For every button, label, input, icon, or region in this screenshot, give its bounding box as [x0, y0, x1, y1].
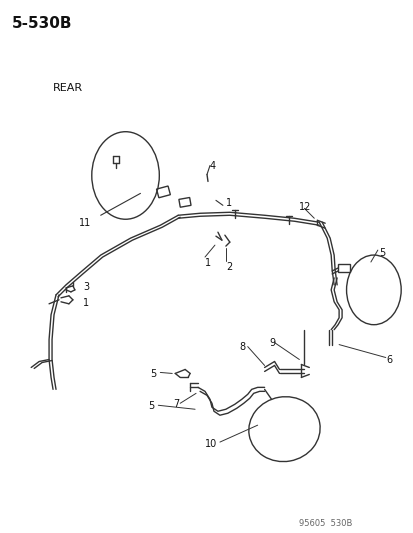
Bar — [337, 263, 349, 272]
Text: 2: 2 — [225, 262, 232, 272]
Text: REAR: REAR — [53, 83, 83, 93]
Text: 11: 11 — [78, 218, 91, 228]
Text: 9: 9 — [269, 337, 275, 348]
Text: 6: 6 — [386, 354, 392, 365]
Text: 12: 12 — [299, 203, 311, 212]
Text: 1: 1 — [83, 298, 89, 308]
Text: 1: 1 — [225, 198, 231, 208]
Text: 3: 3 — [83, 282, 89, 292]
Text: 10: 10 — [204, 439, 217, 449]
Text: 7: 7 — [173, 399, 179, 409]
Text: 95605  530B: 95605 530B — [299, 519, 352, 528]
Text: 5-530B: 5-530B — [11, 17, 71, 31]
Text: 5: 5 — [150, 369, 156, 379]
Text: 5: 5 — [378, 248, 384, 258]
Bar — [156, 186, 170, 198]
Text: 5: 5 — [148, 401, 154, 411]
Text: 8: 8 — [239, 342, 245, 352]
Bar — [178, 198, 190, 207]
Text: 1: 1 — [204, 258, 211, 268]
Text: 4: 4 — [209, 160, 216, 171]
